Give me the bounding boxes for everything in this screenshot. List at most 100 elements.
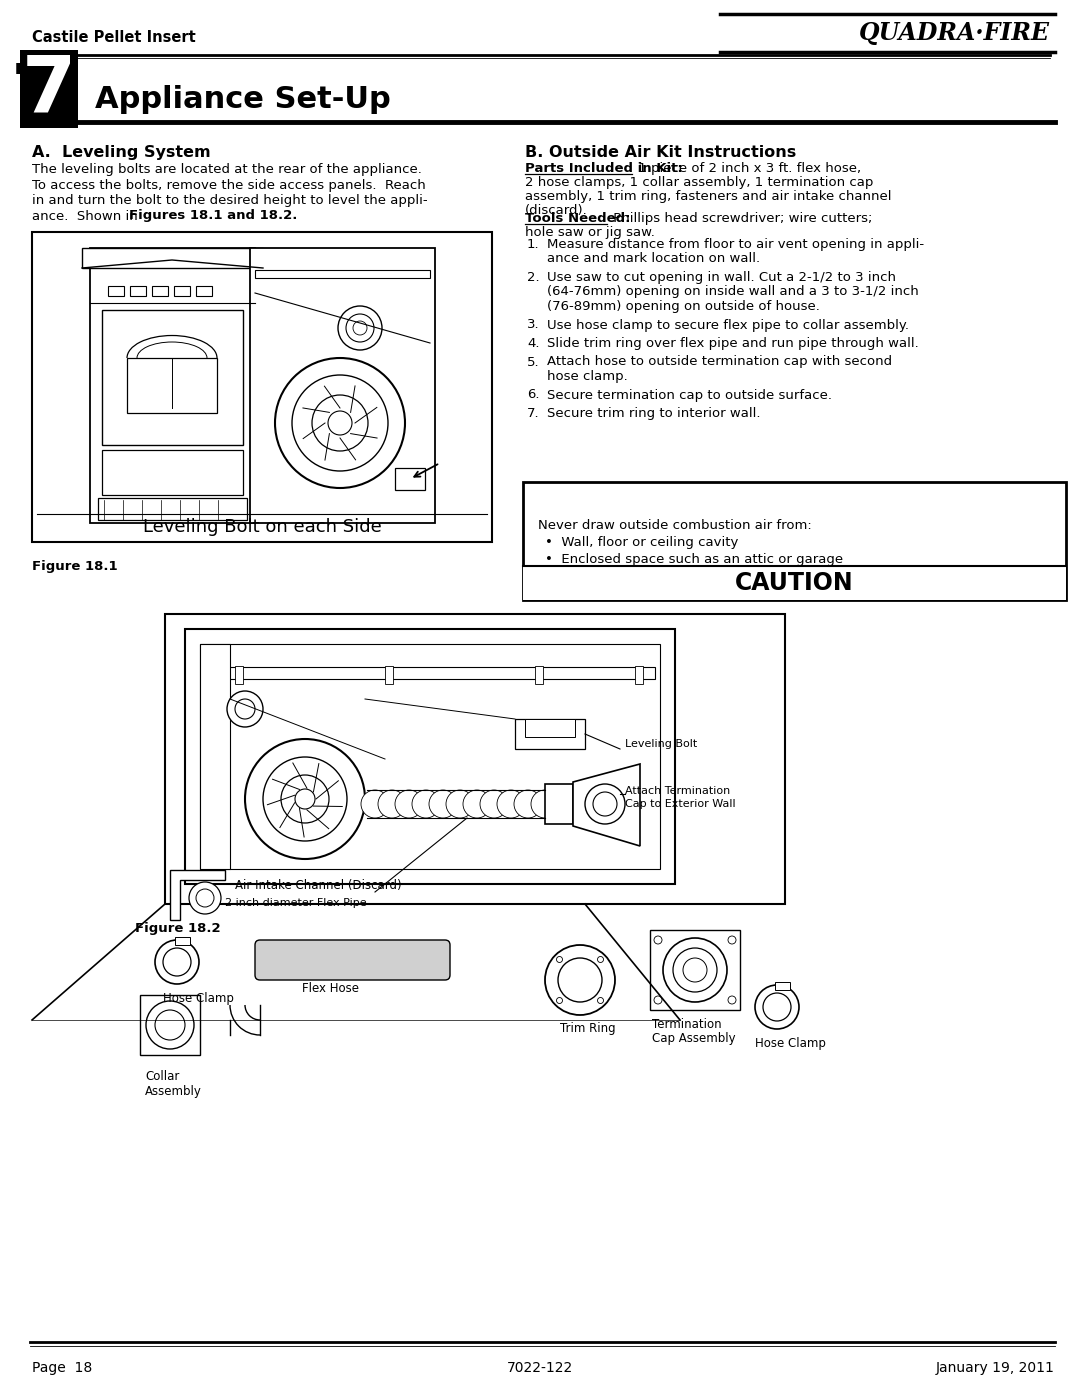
Circle shape bbox=[227, 692, 264, 726]
Circle shape bbox=[654, 936, 662, 944]
Text: in and turn the bolt to the desired height to level the appli-: in and turn the bolt to the desired heig… bbox=[32, 194, 428, 207]
Circle shape bbox=[663, 937, 727, 1002]
Circle shape bbox=[531, 789, 559, 819]
Text: 2 inch diameter Flex Pipe: 2 inch diameter Flex Pipe bbox=[225, 898, 366, 908]
Text: Secure trim ring to interior wall.: Secure trim ring to interior wall. bbox=[546, 407, 760, 420]
Text: Attach hose to outside termination cap with second: Attach hose to outside termination cap w… bbox=[546, 355, 892, 369]
Circle shape bbox=[556, 957, 563, 963]
Circle shape bbox=[463, 789, 491, 819]
Text: Figures 18.1 and 18.2.: Figures 18.1 and 18.2. bbox=[129, 210, 297, 222]
Circle shape bbox=[514, 789, 542, 819]
Circle shape bbox=[353, 321, 367, 335]
Text: Appliance Set-Up: Appliance Set-Up bbox=[95, 85, 391, 115]
Circle shape bbox=[245, 739, 365, 859]
Text: 2.: 2. bbox=[527, 271, 540, 284]
Circle shape bbox=[146, 1002, 194, 1049]
Text: Slide trim ring over flex pipe and run pipe through wall.: Slide trim ring over flex pipe and run p… bbox=[546, 337, 919, 351]
Circle shape bbox=[755, 985, 799, 1030]
Text: assembly, 1 trim ring, fasteners and air intake channel: assembly, 1 trim ring, fasteners and air… bbox=[525, 190, 891, 203]
Circle shape bbox=[292, 374, 388, 471]
Text: (discard).: (discard). bbox=[525, 204, 588, 217]
Text: 1 piece of 2 inch x 3 ft. flex hose,: 1 piece of 2 inch x 3 ft. flex hose, bbox=[634, 162, 861, 175]
Circle shape bbox=[497, 789, 525, 819]
Circle shape bbox=[195, 888, 214, 907]
Text: B. Outside Air Kit Instructions: B. Outside Air Kit Instructions bbox=[525, 145, 796, 161]
Circle shape bbox=[361, 789, 389, 819]
Text: Never draw outside combustion air from:: Never draw outside combustion air from: bbox=[538, 520, 812, 532]
Text: hose clamp.: hose clamp. bbox=[546, 370, 627, 383]
Text: 2 hose clamps, 1 collar assembly, 1 termination cap: 2 hose clamps, 1 collar assembly, 1 term… bbox=[525, 176, 874, 189]
Bar bbox=[525, 719, 575, 738]
Text: Collar: Collar bbox=[145, 1070, 179, 1083]
Bar bbox=[523, 566, 1066, 599]
Circle shape bbox=[597, 957, 604, 963]
Bar bbox=[195, 286, 212, 296]
Circle shape bbox=[593, 792, 617, 816]
Text: Use saw to cut opening in wall. Cut a 2-1/2 to 3 inch: Use saw to cut opening in wall. Cut a 2-… bbox=[546, 271, 896, 284]
Circle shape bbox=[281, 775, 329, 823]
Text: •  Wall, floor or ceiling cavity: • Wall, floor or ceiling cavity bbox=[545, 536, 739, 549]
Bar bbox=[200, 644, 660, 869]
Circle shape bbox=[346, 314, 374, 342]
Text: 6.: 6. bbox=[527, 388, 540, 401]
Bar bbox=[175, 937, 190, 944]
Circle shape bbox=[156, 1010, 185, 1039]
Bar bbox=[635, 666, 643, 685]
Text: Flex Hose: Flex Hose bbox=[301, 982, 359, 995]
Bar bbox=[174, 286, 190, 296]
Text: Leveling Bolt on each Side: Leveling Bolt on each Side bbox=[143, 518, 381, 536]
Text: Figure 18.2: Figure 18.2 bbox=[135, 922, 220, 935]
Text: Termination: Termination bbox=[652, 1018, 721, 1031]
Text: Tools Needed:: Tools Needed: bbox=[525, 212, 631, 225]
Circle shape bbox=[728, 936, 735, 944]
Text: Castile Pellet Insert: Castile Pellet Insert bbox=[32, 31, 195, 46]
Polygon shape bbox=[170, 870, 225, 921]
Text: Figure 18.1: Figure 18.1 bbox=[32, 560, 118, 573]
Text: The leveling bolts are located at the rear of the appliance.: The leveling bolts are located at the re… bbox=[32, 163, 422, 176]
Bar bbox=[205, 666, 654, 679]
Text: Cap to Exterior Wall: Cap to Exterior Wall bbox=[625, 799, 735, 809]
Bar bbox=[82, 249, 264, 268]
Bar bbox=[90, 249, 255, 522]
Bar bbox=[535, 666, 543, 685]
Bar bbox=[102, 450, 243, 495]
Circle shape bbox=[328, 411, 352, 434]
Circle shape bbox=[378, 789, 406, 819]
Text: Secure termination cap to outside surface.: Secure termination cap to outside surfac… bbox=[546, 388, 832, 401]
Circle shape bbox=[545, 944, 615, 1016]
Bar bbox=[130, 286, 146, 296]
Text: QUADRA·FIRE: QUADRA·FIRE bbox=[859, 21, 1050, 45]
Circle shape bbox=[728, 996, 735, 1004]
Text: (76-89mm) opening on outside of house.: (76-89mm) opening on outside of house. bbox=[546, 300, 820, 313]
Bar bbox=[255, 270, 430, 278]
Text: •  Enclosed space such as an attic or garage: • Enclosed space such as an attic or gar… bbox=[545, 553, 843, 566]
Bar bbox=[185, 629, 675, 884]
Bar bbox=[523, 482, 1066, 599]
Text: 7: 7 bbox=[11, 59, 65, 136]
Polygon shape bbox=[573, 764, 640, 847]
Text: To access the bolts, remove the side access panels.  Reach: To access the bolts, remove the side acc… bbox=[32, 179, 426, 191]
Bar bbox=[650, 930, 740, 1010]
Bar bbox=[98, 497, 247, 520]
Circle shape bbox=[312, 395, 368, 451]
Circle shape bbox=[446, 789, 474, 819]
Text: (64-76mm) opening on inside wall and a 3 to 3-1/2 inch: (64-76mm) opening on inside wall and a 3… bbox=[546, 285, 919, 299]
Circle shape bbox=[295, 789, 315, 809]
Bar bbox=[545, 784, 573, 824]
Text: Trim Ring: Trim Ring bbox=[561, 1023, 616, 1035]
Bar bbox=[140, 995, 200, 1055]
Bar bbox=[235, 666, 243, 685]
Circle shape bbox=[480, 789, 508, 819]
Bar bbox=[32, 232, 492, 542]
Bar bbox=[102, 310, 243, 446]
Text: Leveling Bolt: Leveling Bolt bbox=[625, 739, 698, 749]
Circle shape bbox=[338, 306, 382, 351]
Text: Hose Clamp: Hose Clamp bbox=[163, 992, 234, 1004]
Text: Parts Included in Kit:: Parts Included in Kit: bbox=[525, 162, 683, 175]
Bar bbox=[200, 644, 230, 869]
Circle shape bbox=[189, 882, 221, 914]
Circle shape bbox=[683, 958, 707, 982]
FancyBboxPatch shape bbox=[255, 940, 450, 981]
Bar bbox=[775, 982, 789, 990]
Text: 7: 7 bbox=[22, 52, 76, 127]
